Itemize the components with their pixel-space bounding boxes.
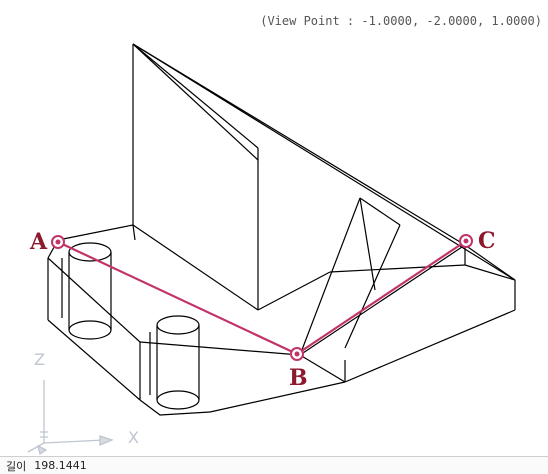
- status-bar: 길이 198.1441: [0, 456, 548, 474]
- length-label: 길이: [6, 459, 27, 473]
- ucs-icon: [27, 380, 114, 456]
- ucs-x-label: X: [128, 428, 139, 447]
- path-a-b-c: [57, 240, 467, 356]
- ucs-z-label: Z: [34, 350, 45, 369]
- wireframe-model: [47, 43, 516, 416]
- point-c-label: C: [478, 228, 496, 254]
- view-point-label: (View Point : -1.0000, -2.0000, 1.0000): [260, 14, 542, 28]
- point-b-marker[interactable]: [290, 347, 304, 361]
- point-c-marker[interactable]: [459, 234, 473, 248]
- length-value: 198.1441: [34, 459, 87, 472]
- point-a-label: A: [29, 229, 48, 255]
- drawing-viewport[interactable]: (View Point : -1.0000, -2.0000, 1.0000): [0, 0, 548, 456]
- point-b-label: B: [289, 365, 308, 391]
- point-a-marker[interactable]: [51, 235, 65, 249]
